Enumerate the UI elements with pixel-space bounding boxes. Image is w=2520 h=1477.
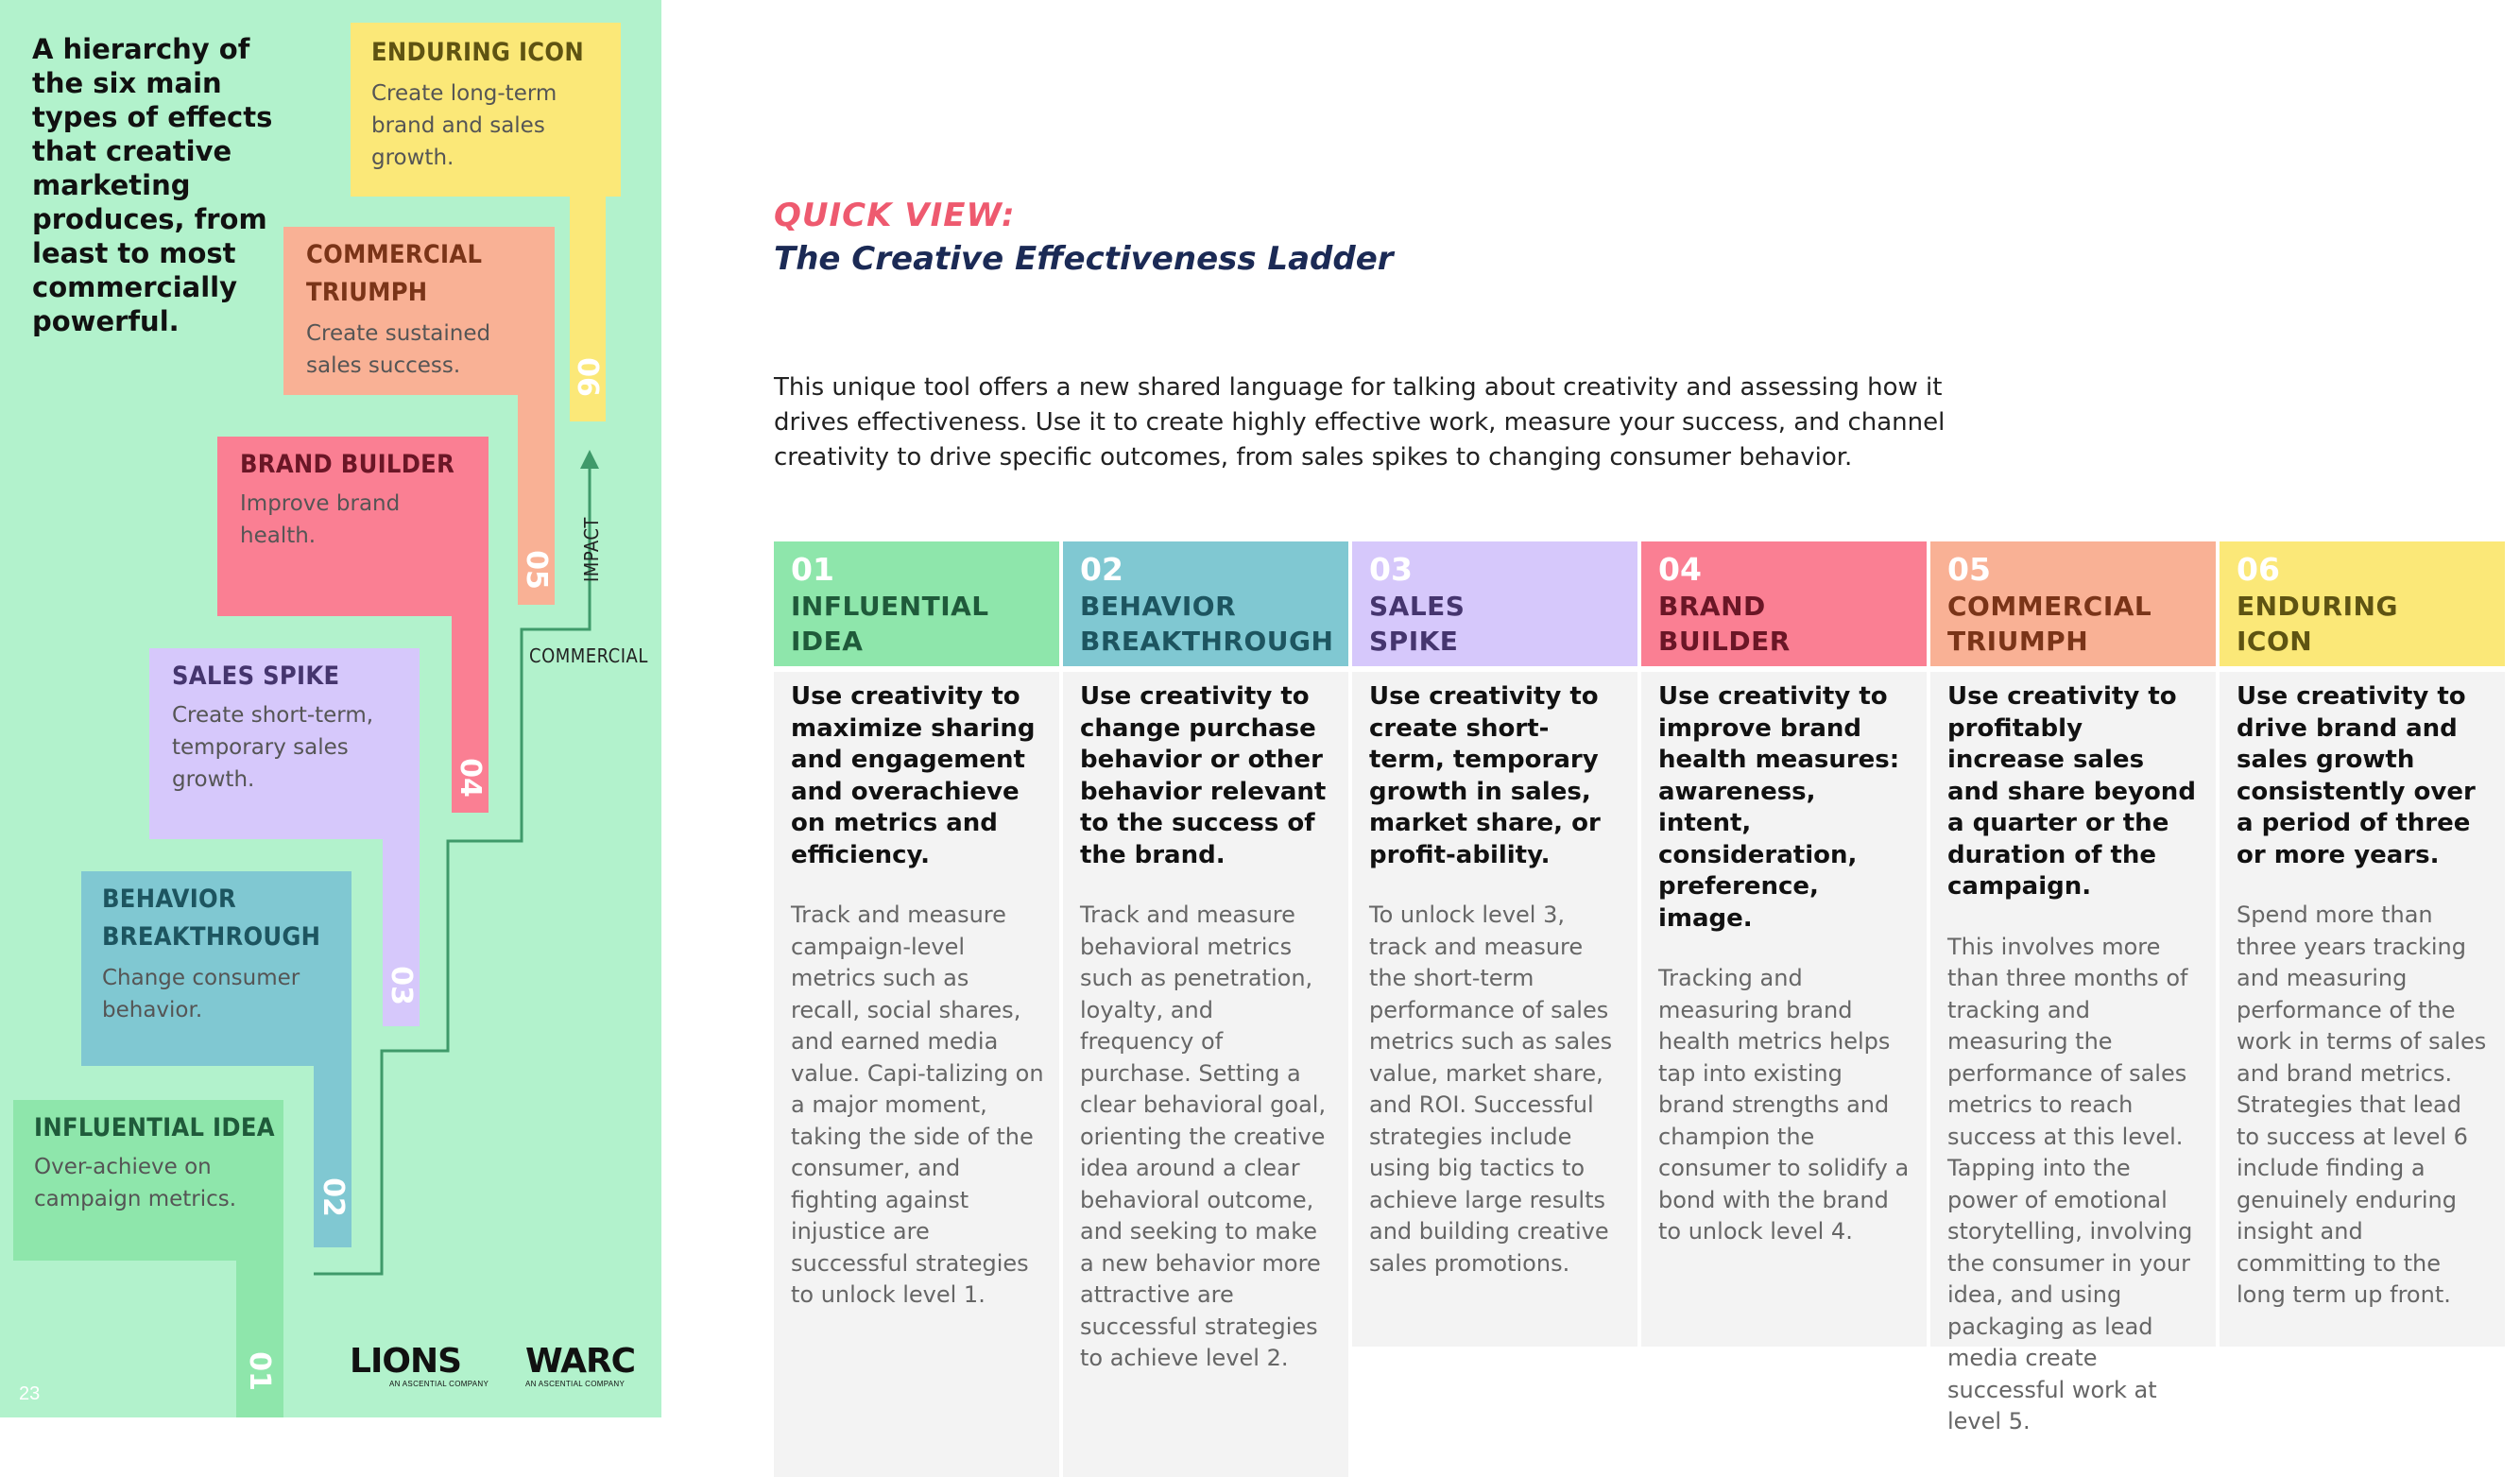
level-name-line1: SALES — [1369, 591, 1466, 622]
level-column-06: 06 ENDURING ICON Use creativity to drive… — [2220, 541, 2505, 1347]
warc-logo: WARC AN ASCENTIAL COMPANY — [525, 1342, 636, 1389]
page-number: 23 — [19, 1383, 41, 1404]
level-body: Use creativity to maximize sharing and e… — [774, 672, 1059, 1477]
intro-text: A hierarchy of the six main types of eff… — [32, 33, 273, 337]
level-number: 04 — [1658, 551, 1702, 588]
warc-logo-name: WARC — [525, 1342, 636, 1381]
level-name-line2: ICON — [2237, 626, 2313, 657]
ladder-step-03: SALES SPIKE Create short-term, temporary… — [149, 648, 420, 1026]
commercial-impact-arrow — [314, 450, 599, 1276]
level-column-03: 03 SALES SPIKE Use creativity to create … — [1352, 541, 1637, 1347]
level-header: 03 SALES SPIKE — [1352, 541, 1637, 666]
warc-logo-tagline: AN ASCENTIAL COMPANY — [525, 1380, 626, 1388]
axis-label-impact: IMPACT — [580, 517, 603, 582]
level-description: Track and measure behavioral metrics suc… — [1080, 902, 1327, 1371]
level-column-05: 05 COMMERCIAL TRIUMPH Use creativity to … — [1930, 541, 2216, 1434]
step-description: Change consumer behavior. — [102, 966, 300, 1022]
ladder-step-05: COMMERCIAL TRIUMPH Create sustained sale… — [283, 227, 555, 605]
level-goal: Use creativity to change purchase behavi… — [1080, 682, 1327, 869]
ladder-step-04: BRAND BUILDER Improve brand health. 04 — [217, 437, 489, 813]
step-description: Create long-term brand and sales growth. — [371, 81, 557, 170]
level-name-line1: COMMERCIAL — [1947, 591, 2152, 622]
level-number: 02 — [1080, 551, 1123, 588]
level-goal: Use creativity to profitably increase sa… — [1947, 682, 2196, 901]
step-title: BEHAVIOR BREAKTHROUGH — [102, 884, 321, 952]
level-name-line2: BREAKTHROUGH — [1080, 626, 1334, 657]
step-description: Improve brand health. — [240, 491, 401, 548]
level-description: This involves more than three months of … — [1947, 933, 2193, 1435]
step-title: INFLUENTIAL IDEA — [34, 1113, 275, 1142]
axis-label-commercial: COMMERCIAL — [529, 644, 648, 667]
step-title: SALES SPIKE — [172, 661, 340, 691]
level-name-line1: INFLUENTIAL — [791, 591, 989, 622]
level-number: 05 — [1947, 551, 1991, 588]
level-description: Track and measure campaign-level metrics… — [791, 902, 1044, 1308]
level-column-02: 02 BEHAVIOR BREAKTHROUGH Use creativity … — [1063, 541, 1348, 1477]
lions-logo-tagline: AN ASCENTIAL COMPANY — [389, 1380, 489, 1388]
level-number: 01 — [791, 551, 834, 588]
step-description: Create sustained sales success. — [306, 321, 491, 378]
lions-logo: LIONS AN ASCENTIAL COMPANY — [350, 1342, 489, 1389]
ladder-step-01: INFLUENTIAL IDEA Over-achieve on campaig… — [13, 1100, 283, 1417]
step-description: Over-achieve on campaign metrics. — [34, 1155, 237, 1211]
step-title: ENDURING ICON — [371, 38, 585, 67]
ladder-panel: A hierarchy of the six main types of eff… — [0, 0, 661, 1417]
ladder-step-06: ENDURING ICON Create long-term brand and… — [351, 23, 621, 421]
level-name-line1: BEHAVIOR — [1080, 591, 1237, 622]
level-column-01: 01 INFLUENTIAL IDEA Use creativity to ma… — [774, 541, 1059, 1477]
level-description: Tracking and measuring brand health metr… — [1658, 965, 1910, 1245]
level-body: Use creativity to improve brand health m… — [1641, 672, 1927, 1347]
level-header: 06 ENDURING ICON — [2220, 541, 2505, 666]
level-name-line1: BRAND — [1658, 591, 1766, 622]
page-title: The Creative Effectiveness Ladder — [774, 240, 1394, 278]
level-name-line1: ENDURING — [2237, 591, 2398, 622]
level-goal: Use creativity to maximize sharing and e… — [791, 682, 1036, 869]
level-header: 01 INFLUENTIAL IDEA — [774, 541, 1059, 666]
step-description: Create short-term, temporary sales growt… — [172, 703, 374, 792]
level-goal: Use creativity to create short-term, tem… — [1369, 682, 1601, 869]
level-number: 03 — [1369, 551, 1413, 588]
level-name-line2: IDEA — [791, 626, 864, 657]
step-title: BRAND BUILDER — [240, 450, 455, 479]
level-goal: Use creativity to drive brand and sales … — [2237, 682, 2476, 869]
level-column-04: 04 BRAND BUILDER Use creativity to impro… — [1641, 541, 1927, 1347]
level-header: 04 BRAND BUILDER — [1641, 541, 1927, 666]
lions-logo-name: LIONS — [350, 1342, 462, 1381]
lead-paragraph: This unique tool offers a new shared lan… — [774, 373, 1946, 472]
level-description: To unlock level 3, track and measure the… — [1369, 902, 1613, 1277]
level-body: Use creativity to create short-term, tem… — [1352, 672, 1637, 1347]
step-title: COMMERCIAL TRIUMPH — [306, 240, 483, 307]
ladder-step-02: BEHAVIOR BREAKTHROUGH Change consumer be… — [81, 871, 351, 1247]
level-name-line2: BUILDER — [1658, 626, 1791, 657]
level-body: Use creativity to change purchase behavi… — [1063, 672, 1348, 1477]
level-description: Spend more than three years tracking and… — [2237, 902, 2487, 1308]
level-header: 02 BEHAVIOR BREAKTHROUGH — [1063, 541, 1348, 666]
level-name-line2: SPIKE — [1369, 626, 1459, 657]
level-body: Use creativity to drive brand and sales … — [2220, 672, 2505, 1347]
level-goal: Use creativity to improve brand health m… — [1658, 682, 1900, 933]
level-name-line2: TRIUMPH — [1947, 626, 2089, 657]
level-header: 05 COMMERCIAL TRIUMPH — [1930, 541, 2216, 666]
level-number: 06 — [2237, 551, 2280, 588]
quick-view-kicker: QUICK VIEW: — [774, 197, 1016, 234]
level-body: Use creativity to profitably increase sa… — [1930, 672, 2216, 1434]
